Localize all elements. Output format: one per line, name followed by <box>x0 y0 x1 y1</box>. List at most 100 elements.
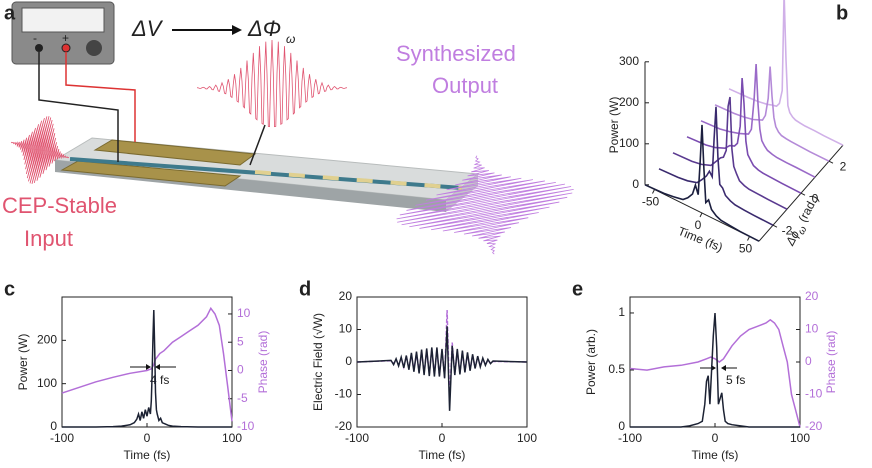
x-tick-label: 0 <box>695 218 702 232</box>
arrow-head <box>232 25 242 35</box>
minus-label: - <box>33 31 37 45</box>
y-tick-label: 200 <box>37 333 57 347</box>
y-tick-label: 100 <box>619 136 639 150</box>
y-tick-label: 0 <box>632 177 639 191</box>
y-tick-label: -10 <box>335 387 353 401</box>
panel-letter: c <box>4 278 15 300</box>
x-axis-label: Time (fs) <box>124 448 171 462</box>
arrow-head <box>146 364 151 370</box>
y2-tick-label: -10 <box>805 387 823 401</box>
z-tick <box>772 224 778 228</box>
pulse-illustration <box>10 116 70 184</box>
z-tick-label: 2 <box>840 159 847 173</box>
y2-tick-label: 0 <box>237 363 244 377</box>
z-tick-label: -2 <box>782 223 793 237</box>
x-tick-label: 100 <box>517 431 537 445</box>
y2-tick-label: -5 <box>237 391 248 405</box>
input-label: CEP-Stable <box>2 193 117 218</box>
z-tick <box>800 192 806 196</box>
output-label: Synthesized <box>396 41 516 66</box>
panel-letter: e <box>572 278 583 300</box>
trace <box>728 0 844 146</box>
plus-label: + <box>62 31 69 45</box>
trace <box>658 106 774 226</box>
y2-tick-label: 20 <box>805 289 819 303</box>
z-tick <box>828 160 834 164</box>
panel-letter: b <box>836 2 848 24</box>
x-tick-label: -100 <box>618 431 642 445</box>
y-tick-label: 0 <box>50 419 57 433</box>
input-label: Input <box>24 226 73 251</box>
x-tick-label: 0 <box>439 431 446 445</box>
x-tick-label: 100 <box>790 431 810 445</box>
panel-letter: a <box>4 2 16 24</box>
z-label-unit: (rad.) <box>796 193 822 225</box>
electrode <box>60 160 242 187</box>
y2-axis-label: Phase (rad) <box>824 331 838 394</box>
annotation: 5 fs <box>726 373 745 387</box>
y-axis-label: Power (W) <box>607 97 621 154</box>
x-tick-label: -50 <box>642 195 660 209</box>
z-axis-label: Δϕω(rad.) <box>783 193 825 251</box>
y2-tick-label: 10 <box>805 322 819 336</box>
panel-letter: d <box>299 278 311 300</box>
pointer <box>249 124 266 166</box>
y2-tick-label: 5 <box>237 334 244 348</box>
x-tick <box>747 236 750 241</box>
wire <box>65 52 136 142</box>
electrode <box>93 139 257 166</box>
y2-tick-label: 10 <box>237 306 251 320</box>
x-tick <box>652 189 655 194</box>
z-tick-label: 0 <box>812 191 819 205</box>
terminal <box>61 43 71 53</box>
voltmeter: - + <box>11 1 136 162</box>
y-tick-label: 0.5 <box>608 362 625 376</box>
y-tick-label: 0 <box>345 354 352 368</box>
series-line <box>61 306 233 422</box>
y-axis-label: Electric Field (√W) <box>311 313 325 411</box>
knob <box>86 40 102 56</box>
y-axis-label: Power (W) <box>16 334 30 391</box>
phase-sub: ω <box>286 32 295 46</box>
y2-tick-label: -10 <box>237 419 255 433</box>
x-tick-label: -100 <box>345 431 369 445</box>
x-tick <box>699 212 703 218</box>
waveguide-section <box>254 170 463 190</box>
y-tick-label: 200 <box>619 95 639 109</box>
wire <box>38 52 119 162</box>
series-line <box>62 309 232 428</box>
x-axis-label: Time (fs) <box>692 448 739 462</box>
width-arrows <box>130 364 737 371</box>
z-label-main: Δϕ <box>783 228 803 249</box>
series-line <box>630 312 800 428</box>
pulse-illustration <box>196 39 348 128</box>
phase-label: ΔΦ <box>247 16 281 41</box>
arrow-head <box>155 364 160 370</box>
y-axis-label: Power (arb.) <box>584 329 598 395</box>
y2-tick-label: -20 <box>805 419 823 433</box>
voltage-label: ΔV <box>131 16 164 41</box>
chip <box>53 124 480 212</box>
arrow-head <box>721 365 726 371</box>
annotation: 4 fs <box>150 373 169 387</box>
series-line <box>629 318 801 428</box>
y-tick-label: 100 <box>37 376 57 390</box>
y-tick-label: 10 <box>339 322 353 336</box>
series-line <box>356 326 528 411</box>
pulse-illustration <box>396 155 574 255</box>
y2-axis-label: Phase (rad) <box>256 331 270 394</box>
y-tick-label: 20 <box>339 289 353 303</box>
y-tick-label: 1 <box>618 305 625 319</box>
x-tick-label: 50 <box>739 242 753 256</box>
x-tick-label: -100 <box>50 431 74 445</box>
x-axis-label: Time (fs) <box>419 448 466 462</box>
terminal <box>35 44 43 52</box>
trace <box>672 96 788 210</box>
x-tick-label: 0 <box>712 431 719 445</box>
y2-tick-label: 0 <box>805 354 812 368</box>
x-tick-label: 0 <box>144 431 151 445</box>
y-tick-label: 0 <box>618 419 625 433</box>
trace <box>644 124 760 242</box>
y-tick-label: -20 <box>335 419 353 433</box>
